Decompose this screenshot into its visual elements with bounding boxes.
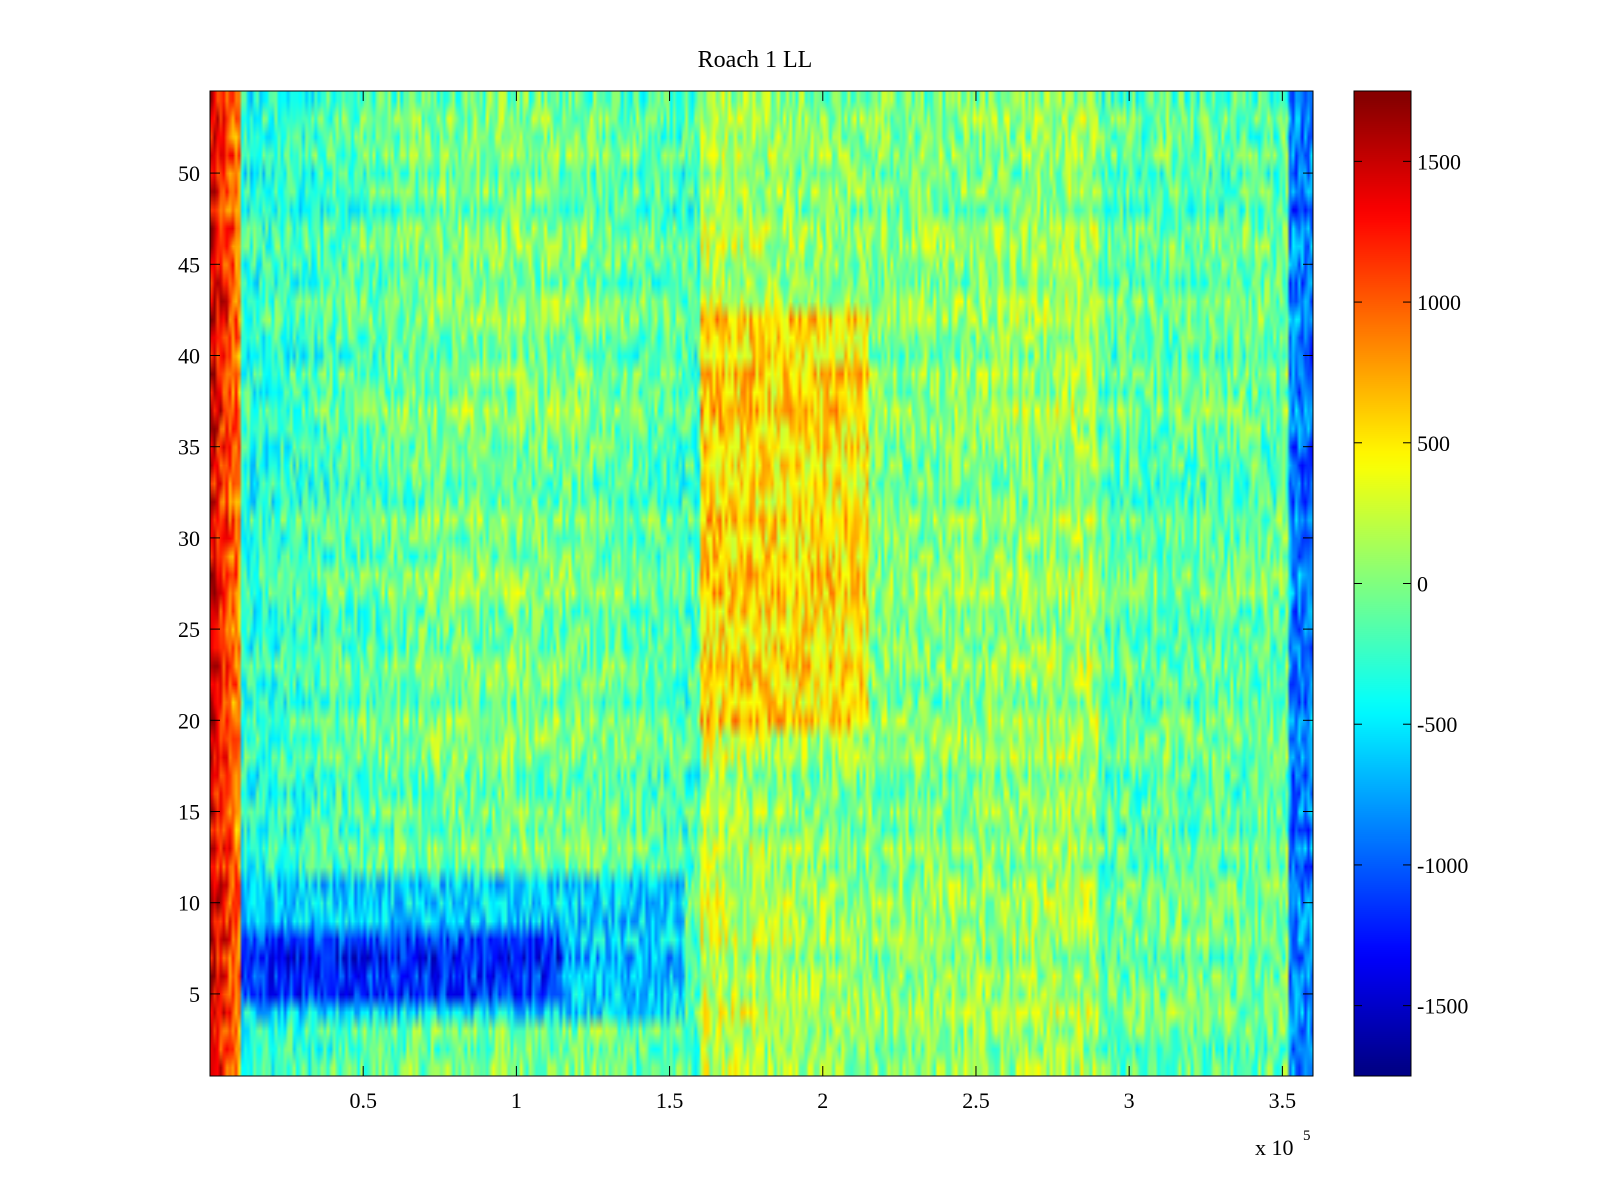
x-tick-label: 0.5 (349, 1088, 377, 1113)
colorbar-ticks: 1500 1000 500 0 -500 -1000 -1500 (1354, 149, 1468, 1019)
y-axis: 5 10 15 20 25 30 35 40 45 50 (178, 161, 1313, 1007)
colorbar-tick-label: 500 (1417, 431, 1450, 456)
x-axis-multiplier: x 10 5 (1255, 1128, 1311, 1160)
colorbar-gradient (1354, 91, 1411, 1076)
y-tick-label: 20 (178, 708, 200, 733)
y-tick-label: 40 (178, 343, 200, 368)
heatmap-cells (210, 91, 1313, 1076)
y-tick-label: 50 (178, 161, 200, 186)
y-tick-label: 5 (189, 982, 200, 1007)
y-tick-label: 30 (178, 526, 200, 551)
colorbar-tick-label: -500 (1417, 712, 1457, 737)
heatmap-plot-area (210, 91, 1313, 1076)
colorbar-tick-label: 0 (1417, 572, 1428, 597)
x-axis: 0.5 1 1.5 2 2.5 3 3.5 (349, 91, 1296, 1113)
colorbar-tick-label: 1500 (1417, 149, 1461, 174)
y-tick-label: 45 (178, 252, 200, 277)
x-tick-label: 3 (1124, 1088, 1135, 1113)
x-tick-label: 1.5 (656, 1088, 684, 1113)
colorbar-tick-label: 1000 (1417, 290, 1461, 315)
y-tick-label: 35 (178, 435, 200, 460)
y-tick-label: 15 (178, 800, 200, 825)
x-multiplier-base: x 10 (1255, 1135, 1294, 1160)
colorbar-tick-label: -1500 (1417, 994, 1468, 1019)
plot-frame (209, 90, 1314, 1077)
x-multiplier-exponent: 5 (1303, 1128, 1311, 1144)
x-tick-label: 1 (511, 1088, 522, 1113)
chart-title: Roach 1 LL (698, 47, 813, 73)
y-tick-label: 10 (178, 891, 200, 916)
colorbar-tick-label: -1000 (1417, 853, 1468, 878)
colorbar: 1500 1000 500 0 -500 -1000 -1500 (1353, 90, 1468, 1077)
x-tick-label: 2.5 (962, 1088, 990, 1113)
x-tick-label: 2 (817, 1088, 828, 1113)
x-tick-label: 3.5 (1269, 1088, 1297, 1113)
y-tick-label: 25 (178, 617, 200, 642)
